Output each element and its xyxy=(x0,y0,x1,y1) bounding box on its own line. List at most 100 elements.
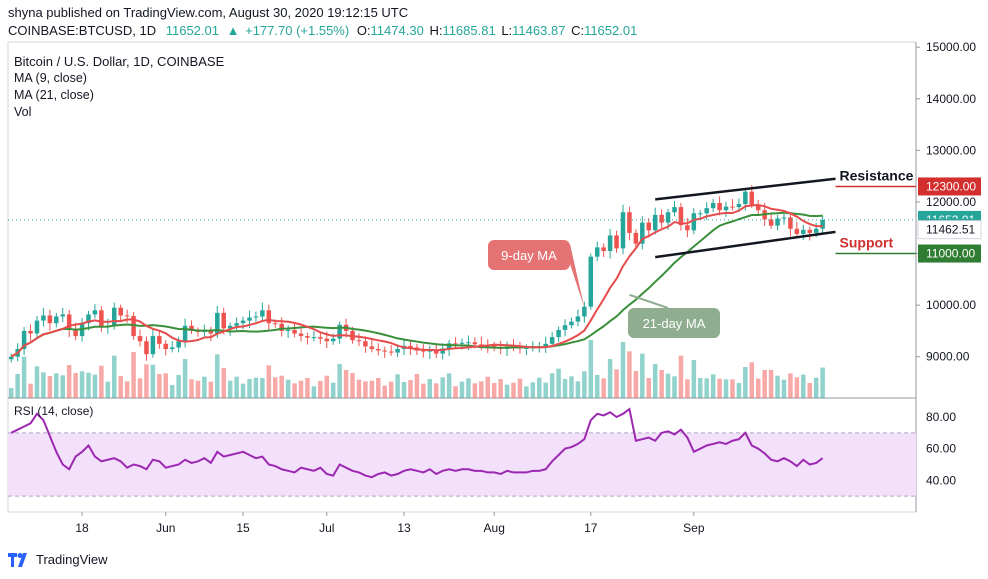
open-label: O: xyxy=(356,23,371,38)
volume-bar xyxy=(356,379,362,398)
tradingview-brand: TradingView xyxy=(36,552,108,567)
candle-body xyxy=(92,310,98,315)
volume-bar xyxy=(414,374,420,398)
volume-bar xyxy=(330,382,336,398)
volume-bar xyxy=(343,370,349,398)
volume-bar xyxy=(41,372,46,398)
volume-bar xyxy=(807,383,812,398)
candle-body xyxy=(768,219,774,226)
volume-bar xyxy=(704,378,709,398)
candle-body xyxy=(285,329,291,331)
volume-bar xyxy=(614,369,619,398)
volume-bar xyxy=(60,375,65,398)
candle-body xyxy=(672,207,677,213)
tradingview-logo[interactable]: TradingView xyxy=(8,552,108,567)
volume-bar xyxy=(350,373,355,398)
high-value: 11685.81 xyxy=(442,23,496,38)
ma9-line xyxy=(10,204,823,358)
volume-bar xyxy=(588,340,594,398)
volume-bar xyxy=(34,366,40,398)
candle-body xyxy=(588,256,594,307)
volume-bar xyxy=(266,365,272,398)
volume-bar xyxy=(66,365,72,398)
volume-bar xyxy=(466,378,471,398)
candle-body xyxy=(491,345,497,348)
price-badge xyxy=(918,177,981,196)
time-tick-label: Jul xyxy=(319,521,334,535)
candle-body xyxy=(137,336,143,342)
volume-bar xyxy=(99,365,104,398)
candle-body xyxy=(794,228,800,234)
candle-body xyxy=(582,306,587,317)
ma21-callout-box xyxy=(628,308,720,338)
candle-body xyxy=(99,310,104,327)
symbol-label: COINBASE:BTCUSD, 1D xyxy=(8,23,157,38)
volume-bar xyxy=(524,386,529,398)
time-tick-label: 13 xyxy=(397,521,411,535)
candle-body xyxy=(813,228,819,233)
volume-bar xyxy=(582,371,587,398)
volume-bar xyxy=(215,354,220,398)
candle-body xyxy=(575,316,581,322)
price-badge-label: 12300.00 xyxy=(926,179,976,193)
volume-bar xyxy=(678,355,684,398)
volume-bar xyxy=(208,381,214,398)
candle-body xyxy=(363,341,368,347)
candle-body xyxy=(330,338,336,342)
price-badge xyxy=(918,244,981,263)
candle-body xyxy=(633,232,639,244)
volume-bar xyxy=(691,360,697,398)
volume-bar xyxy=(459,381,465,398)
trendline-resistance xyxy=(655,177,836,201)
volume-bar xyxy=(794,377,800,398)
volume-bar xyxy=(221,368,226,398)
volume-bar xyxy=(788,373,793,398)
volume-bar xyxy=(363,381,368,398)
open-value: 11474.30 xyxy=(370,23,424,38)
candle-body xyxy=(376,348,381,351)
chart-legend: Bitcoin / U.S. Dollar, 1D, COINBASE MA (… xyxy=(14,53,224,121)
time-tick-label: 17 xyxy=(584,521,598,535)
price-tick-label: 14000.00 xyxy=(926,92,976,106)
volume-bar xyxy=(446,373,452,398)
candle-body xyxy=(292,329,297,334)
volume-bar xyxy=(337,364,342,398)
volume-bar xyxy=(730,379,735,398)
candle-body xyxy=(717,202,722,211)
candle-body xyxy=(382,350,387,352)
candle-body xyxy=(388,351,394,353)
time-tick-label: Aug xyxy=(484,521,505,535)
volume-bar xyxy=(698,378,703,398)
candle-body xyxy=(47,315,53,324)
volume-bar xyxy=(440,377,445,398)
volume-bar xyxy=(640,353,645,398)
legend-vol: Vol xyxy=(14,105,32,119)
candle-body xyxy=(659,214,664,223)
publish-info: shyna published on TradingView.com, Augu… xyxy=(8,5,409,20)
candle-body xyxy=(66,314,72,330)
ma21-callout-text: 21-day MA xyxy=(643,316,706,331)
volume-bar xyxy=(157,374,162,398)
candle-body xyxy=(543,343,548,347)
volume-bar xyxy=(472,383,478,398)
volume-bar xyxy=(8,388,14,398)
volume-bar xyxy=(530,382,536,398)
volume-bar xyxy=(537,377,542,398)
volume-bar xyxy=(131,352,136,398)
volume-bar xyxy=(54,373,59,398)
volume-bar xyxy=(801,374,806,398)
volume-bar xyxy=(504,384,510,398)
candle-body xyxy=(723,206,729,211)
candle-body xyxy=(279,323,284,331)
volume-bar xyxy=(118,376,123,398)
rsi-line xyxy=(10,407,824,479)
candle-body xyxy=(556,329,561,338)
volume-bar xyxy=(665,373,671,398)
volume-bar xyxy=(285,379,291,398)
candle-body xyxy=(227,325,233,329)
candle-body xyxy=(73,329,78,337)
volume-bar xyxy=(189,379,194,398)
volume-bar xyxy=(479,381,484,398)
volume-bar xyxy=(182,359,188,398)
